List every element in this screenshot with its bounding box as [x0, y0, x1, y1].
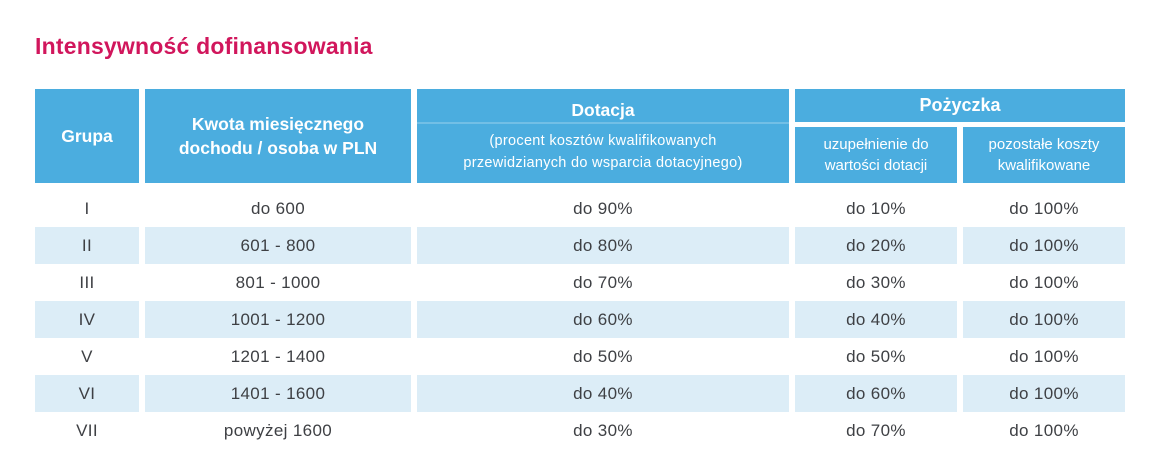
table-row: IV 1001 - 1200 do 60% do 40% do 100%	[35, 301, 1125, 338]
table-row: VI 1401 - 1600 do 40% do 60% do 100%	[35, 375, 1125, 412]
header-pozyczka-label: Pożyczka	[919, 95, 1001, 115]
cell-loan-other: do 100%	[963, 375, 1125, 412]
cell-loan-other: do 100%	[1009, 346, 1079, 366]
table-body: I do 600 do 90% do 10% do 100% II 601 - …	[35, 190, 1125, 449]
cell-loan-topup: do 70%	[846, 420, 906, 440]
cell-group: V	[81, 346, 93, 366]
cell-income: do 600	[250, 198, 306, 218]
header-income: Kwota miesięcznego dochodu / osoba w PLN	[145, 89, 411, 183]
header-pozyczka-group: Pożyczka uzupełnienie do wartości dotacj…	[795, 89, 1125, 183]
header-loan-topup-label: uzupełnienie do wartości dotacji	[823, 136, 929, 174]
table-row: II 601 - 800 do 80% do 20% do 100%	[35, 227, 1125, 264]
cell-group: VII	[76, 420, 98, 440]
cell-loan-topup: do 50%	[846, 346, 906, 366]
cell-income: 1001 - 1200	[145, 301, 411, 338]
header-dotacja-subtitle: (procent kosztów kwalifikowanych przewid…	[463, 133, 743, 171]
cell-income: 1401 - 1600	[145, 375, 411, 412]
header-loan-topup: uzupełnienie do wartości dotacji	[795, 127, 957, 183]
table-row: III 801 - 1000 do 70% do 30% do 100%	[35, 264, 1125, 301]
cell-loan-other: do 100%	[963, 227, 1125, 264]
header-pozyczka-title: Pożyczka	[795, 89, 1125, 122]
cell-group: IV	[35, 301, 139, 338]
table-row: I do 600 do 90% do 10% do 100%	[35, 190, 1125, 227]
cell-loan-other: do 100%	[963, 301, 1125, 338]
table-row: V 1201 - 1400 do 50% do 50% do 100%	[35, 338, 1125, 375]
cell-loan-other: do 100%	[1009, 420, 1079, 440]
cell-loan-other: do 100%	[1009, 198, 1079, 218]
cell-income: powyżej 1600	[223, 420, 333, 440]
funding-intensity-table: Grupa Kwota miesięcznego dochodu / osoba…	[35, 89, 1125, 449]
cell-loan-topup: do 60%	[795, 375, 957, 412]
cell-income: 801 - 1000	[235, 272, 321, 292]
cell-loan-topup: do 10%	[846, 198, 906, 218]
cell-loan-topup: do 20%	[795, 227, 957, 264]
cell-grant: do 90%	[573, 198, 633, 218]
cell-income: 1201 - 1400	[230, 346, 326, 366]
header-dotacja: Dotacja (procent kosztów kwalifikowanych…	[417, 89, 789, 183]
cell-grant: do 80%	[417, 227, 789, 264]
cell-group: III	[79, 272, 95, 292]
cell-grant: do 50%	[573, 346, 633, 366]
table-header: Grupa Kwota miesięcznego dochodu / osoba…	[35, 89, 1125, 183]
header-loan-other-label: pozostałe koszty kwalifikowane	[988, 136, 1100, 174]
cell-loan-other: do 100%	[1009, 272, 1079, 292]
cell-group: I	[84, 198, 90, 218]
cell-grant: do 40%	[417, 375, 789, 412]
cell-grant: do 70%	[573, 272, 633, 292]
header-dotacja-title: Dotacja	[571, 99, 635, 120]
cell-loan-topup: do 40%	[795, 301, 957, 338]
cell-income: 601 - 800	[145, 227, 411, 264]
cell-loan-topup: do 30%	[846, 272, 906, 292]
header-grupa: Grupa	[35, 89, 139, 183]
page-title: Intensywność dofinansowania	[35, 33, 373, 59]
table-row: VII powyżej 1600 do 30% do 70% do 100%	[35, 412, 1125, 449]
cell-grant: do 30%	[573, 420, 633, 440]
header-income-label: Kwota miesięcznego dochodu / osoba w PLN	[178, 113, 378, 159]
cell-group: VI	[35, 375, 139, 412]
cell-grant: do 60%	[417, 301, 789, 338]
header-grupa-label: Grupa	[61, 125, 113, 146]
cell-group: II	[35, 227, 139, 264]
header-pozyczka-subcolumns: uzupełnienie do wartości dotacji pozosta…	[795, 127, 1125, 183]
header-loan-other: pozostałe koszty kwalifikowane	[963, 127, 1125, 183]
